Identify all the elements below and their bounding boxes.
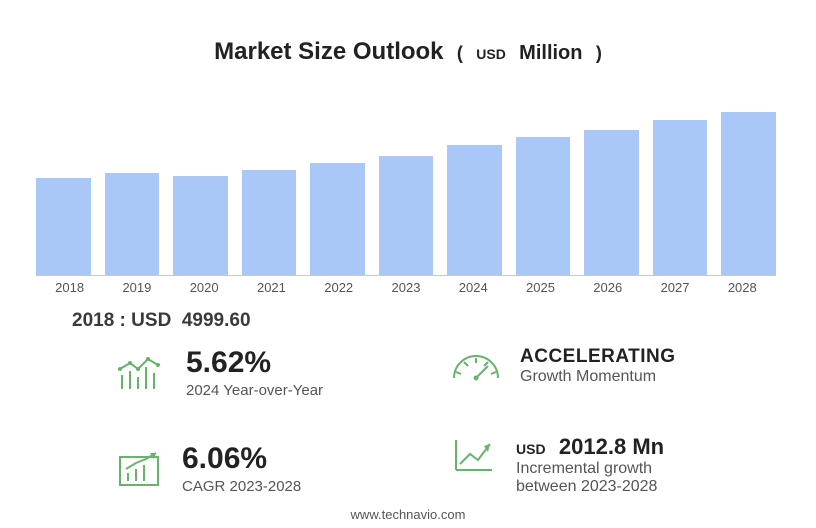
baseline-amount: 4999.60 xyxy=(182,310,251,331)
bar-chart xyxy=(36,112,776,276)
bar xyxy=(721,112,776,275)
metric-yoy: 5.62% 2024 Year-over-Year xyxy=(116,346,323,399)
x-label: 2018 xyxy=(36,280,103,295)
metric-cagr: 6.06% CAGR 2023-2028 xyxy=(116,442,301,495)
baseline-value: 2018 : USD 4999.60 xyxy=(72,310,251,332)
bar xyxy=(105,173,160,275)
growth-chart-icon xyxy=(116,449,164,489)
inc-line1: Incremental growth xyxy=(516,460,664,478)
baseline-currency: USD xyxy=(131,310,171,331)
bar xyxy=(36,178,91,275)
inc-value: 2012.8 Mn xyxy=(559,434,664,459)
bar xyxy=(242,170,297,275)
footer-source: www.technavio.com xyxy=(0,507,816,522)
x-label: 2024 xyxy=(440,280,507,295)
bar xyxy=(447,145,502,275)
gauge-icon xyxy=(450,348,502,384)
inc-line2: between 2023-2028 xyxy=(516,478,664,496)
chart-title: Market Size Outlook ( USD Million ) xyxy=(0,38,816,66)
yoy-sub: 2024 Year-over-Year xyxy=(186,382,323,399)
accel-heading: ACCELERATING xyxy=(520,346,676,368)
x-label: 2021 xyxy=(238,280,305,295)
cagr-value: 6.06% xyxy=(182,442,301,476)
bar xyxy=(653,120,708,275)
yoy-value: 5.62% xyxy=(186,346,323,380)
bar xyxy=(379,156,434,275)
bar xyxy=(310,163,365,275)
x-label: 2020 xyxy=(171,280,238,295)
bar xyxy=(584,130,639,275)
bar xyxy=(516,137,571,275)
baseline-sep: : xyxy=(114,310,131,331)
title-paren-close: ) xyxy=(596,43,602,63)
accel-sub: Growth Momentum xyxy=(520,368,676,386)
cagr-sub: CAGR 2023-2028 xyxy=(182,478,301,495)
x-label: 2027 xyxy=(641,280,708,295)
title-usd: USD xyxy=(476,46,506,62)
inc-usd: USD xyxy=(516,441,546,457)
x-label: 2025 xyxy=(507,280,574,295)
arrow-up-icon xyxy=(450,432,498,476)
metric-incremental: USD 2012.8 Mn Incremental growth between… xyxy=(450,432,664,496)
title-unit: Million xyxy=(519,42,582,64)
metric-accelerating: ACCELERATING Growth Momentum xyxy=(450,346,676,386)
x-label: 2028 xyxy=(709,280,776,295)
title-paren-open: ( xyxy=(457,43,463,63)
x-label: 2019 xyxy=(103,280,170,295)
baseline-year: 2018 xyxy=(72,310,114,331)
title-main: Market Size Outlook xyxy=(214,38,443,65)
bar-trend-icon xyxy=(116,353,168,393)
x-label: 2026 xyxy=(574,280,641,295)
x-axis-labels: 2018201920202021202220232024202520262027… xyxy=(36,280,776,295)
x-label: 2022 xyxy=(305,280,372,295)
x-label: 2023 xyxy=(372,280,439,295)
bar xyxy=(173,176,228,275)
